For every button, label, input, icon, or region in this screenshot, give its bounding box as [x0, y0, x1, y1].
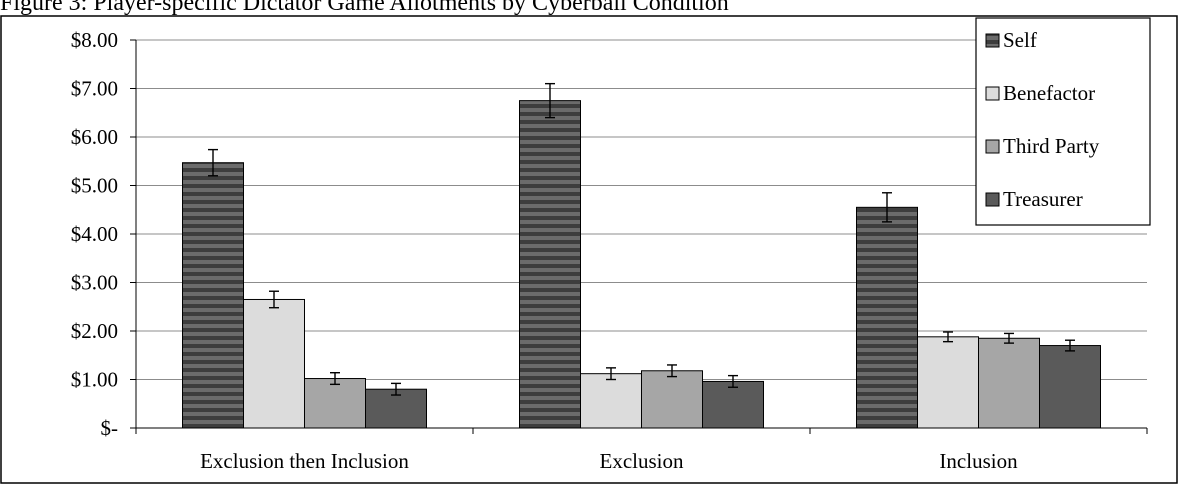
error-bar: [943, 331, 953, 343]
error-bar: [1004, 332, 1014, 344]
legend: Self Benefactor Third Party Treasurer: [975, 17, 1151, 226]
axis-labels: $- $1.00 $2.00 $3.00 $4.00 $5.00 $6.00 $7.00 $8.…: [71, 28, 1018, 473]
x-category-label: Exclusion then Inclusion: [200, 449, 409, 473]
legend-box: [975, 17, 1151, 226]
bar-benefactor: [580, 373, 642, 429]
legend-label: Self: [1003, 28, 1037, 52]
y-tick-label: $3.00: [71, 271, 118, 295]
bar-benefactor: [243, 298, 305, 429]
error-bar: [269, 290, 279, 309]
error-bar: [606, 367, 616, 381]
error-bar: [330, 372, 340, 386]
legend-label: Third Party: [1003, 134, 1100, 158]
x-category-label: Inclusion: [939, 449, 1018, 473]
error-bar: [391, 382, 401, 396]
bar-treasurer: [1039, 345, 1101, 429]
y-tick-label: $2.00: [71, 319, 118, 343]
error-bar: [545, 82, 555, 119]
bar-third-party: [304, 378, 366, 429]
bar-self: [856, 206, 918, 429]
error-bar: [208, 148, 218, 177]
bar-self: [519, 100, 581, 429]
error-bar: [882, 192, 892, 223]
error-bar: [1065, 339, 1075, 352]
bar-self: [182, 162, 244, 429]
y-tick-label: $7.00: [71, 77, 118, 101]
figure-title: Figure 3: Player-specific Dictator Game …: [0, 0, 729, 16]
bar-benefactor: [917, 336, 979, 429]
y-tick-label: $8.00: [71, 28, 118, 52]
legend-swatch: [985, 192, 1000, 207]
legend-swatch: [985, 33, 1000, 48]
y-tick-label: $6.00: [71, 125, 118, 149]
chart-frame: [0, 15, 1178, 484]
legend-label: Treasurer: [1003, 187, 1083, 211]
legend-swatch: [985, 86, 1000, 101]
y-tick-label: $1.00: [71, 368, 118, 392]
bar-third-party: [641, 370, 703, 429]
y-tick-label: $-: [101, 416, 119, 440]
error-bar: [667, 364, 677, 378]
bars: [182, 82, 1101, 429]
bar-treasurer: [702, 380, 764, 429]
legend-label: Benefactor: [1003, 81, 1095, 105]
y-tick-label: $5.00: [71, 174, 118, 198]
legend-swatch: [985, 139, 1000, 154]
y-tick-label: $4.00: [71, 222, 118, 246]
error-bar: [728, 374, 738, 388]
x-category-label: Exclusion: [600, 449, 684, 473]
bar-third-party: [978, 337, 1040, 429]
